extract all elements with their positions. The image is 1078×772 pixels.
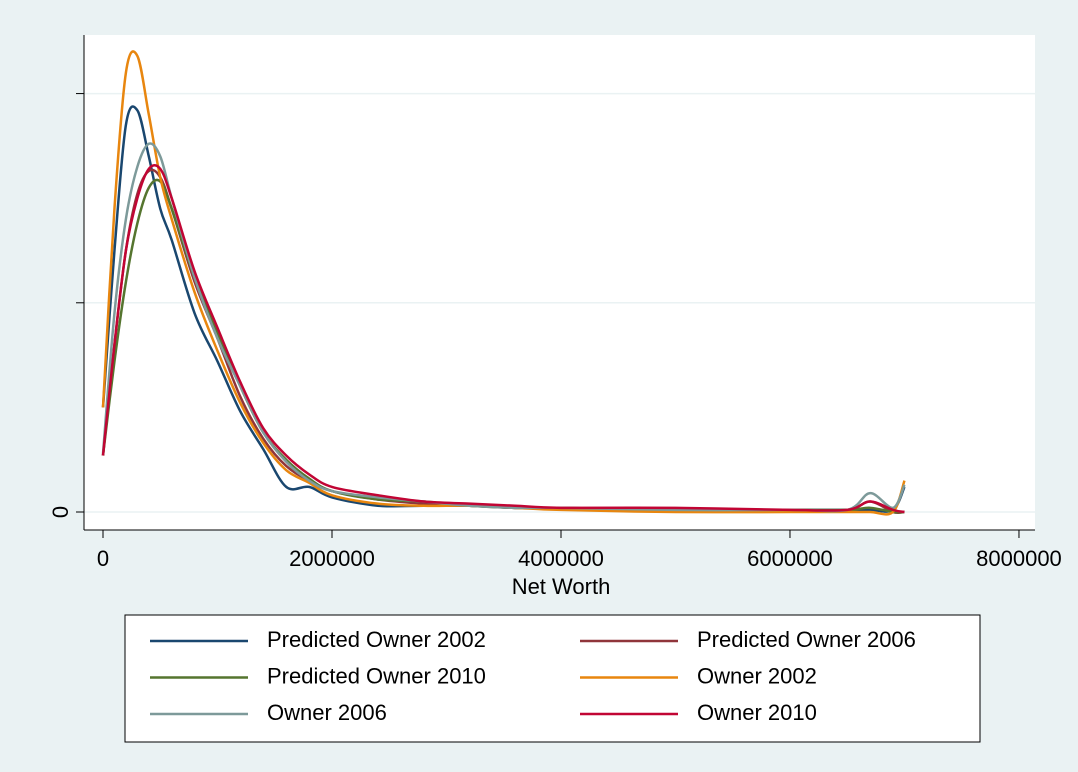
- x-tick-label: 2000000: [289, 546, 375, 571]
- y-tick-label: 0: [48, 506, 73, 518]
- plot-area: [84, 35, 1035, 530]
- x-tick-label: 6000000: [747, 546, 833, 571]
- legend-label: Predicted Owner 2010: [267, 663, 486, 688]
- legend-label: Owner 2002: [697, 663, 817, 688]
- series-line: [101, 50, 906, 516]
- x-tick-label: 4000000: [518, 546, 604, 571]
- legend-label: Owner 2006: [267, 700, 387, 725]
- x-axis-title: Net Worth: [512, 574, 611, 599]
- series-line: [101, 164, 905, 514]
- legend-label: Predicted Owner 2006: [697, 627, 916, 652]
- legend: [124, 614, 981, 743]
- x-tick-label: 8000000: [976, 546, 1062, 571]
- x-tick-label: 0: [97, 546, 109, 571]
- legend-label: Owner 2010: [697, 700, 817, 725]
- legend-label: Predicted Owner 2002: [267, 627, 486, 652]
